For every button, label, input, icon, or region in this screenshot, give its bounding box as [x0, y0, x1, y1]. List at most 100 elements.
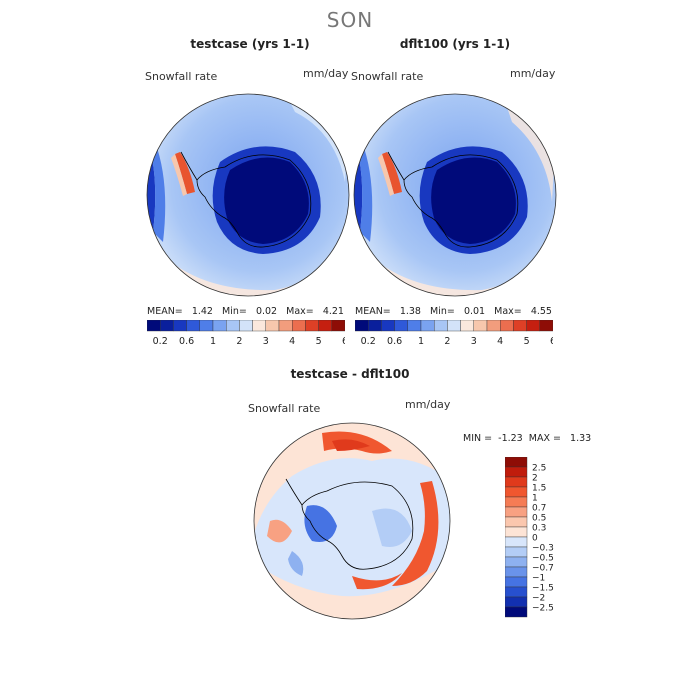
colorbar-swatch: [499, 320, 514, 332]
diff-panel-variable-label: Snowfall rate: [248, 402, 321, 415]
panel-1-stats: MEAN= 1.42 Min= 0.02 Max= 4.21: [147, 306, 344, 317]
colorbar-swatch: [505, 486, 528, 498]
colorbar-tick-label: 6: [342, 336, 345, 347]
colorbar-swatch: [505, 526, 528, 538]
colorbar-tick-label: 0.6: [387, 336, 402, 347]
colorbar-tick-label: 5: [524, 336, 530, 347]
colorbar-tick-label: 1: [210, 336, 216, 347]
colorbar-swatch: [212, 320, 227, 332]
colorbar-swatch: [291, 320, 306, 332]
colorbar-swatch: [473, 320, 488, 332]
panel-2-title: dflt100 (yrs 1-1): [399, 37, 511, 51]
colorbar-swatch: [505, 536, 528, 548]
colorbar-tick-label: 2.5: [532, 464, 546, 474]
colorbar-tick-label: 0.2: [361, 336, 376, 347]
colorbar-swatch: [505, 606, 528, 618]
colorbar-swatch: [278, 320, 293, 332]
colorbar-swatch: [460, 320, 474, 332]
colorbar-swatch: [513, 320, 527, 332]
colorbar-swatch: [505, 566, 528, 578]
colorbar-tick-label: 2: [236, 336, 242, 347]
colorbar-swatch: [394, 320, 408, 332]
colorbar-swatch: [505, 576, 528, 588]
colorbar-tick-label: 2: [532, 474, 538, 484]
panel-1-title: testcase (yrs 1-1): [190, 37, 310, 51]
panel-2-colorbar: 0.2 0.6 1 2 3 4 5 6: [355, 320, 553, 347]
colorbar-swatch: [447, 320, 461, 332]
colorbar-tick-label: −1.5: [532, 584, 554, 594]
antarctic-coastline: [403, 154, 519, 248]
colorbar-swatch: [486, 320, 501, 332]
colorbar-swatch: [331, 320, 345, 332]
colorbar-tick-label: −1: [532, 574, 545, 584]
panel-1-units-label: mm/day: [303, 67, 349, 80]
colorbar-swatch: [305, 320, 319, 332]
colorbar-swatch: [539, 320, 553, 332]
map-boundary: [353, 93, 557, 297]
colorbar-tick-label: −0.3: [532, 544, 554, 554]
colorbar-swatch: [420, 320, 435, 332]
panel-2-units-label: mm/day: [510, 67, 556, 80]
colorbar-swatch: [265, 320, 280, 332]
colorbar-swatch: [505, 466, 528, 478]
colorbar-swatch: [381, 320, 395, 332]
colorbar-tick-label: 0.6: [179, 336, 194, 347]
colorbar-tick-label: 1: [532, 494, 538, 504]
colorbar-tick-label: 0.3: [532, 524, 546, 534]
colorbar-swatch: [433, 320, 448, 332]
antarctic-coastline: [301, 481, 414, 570]
diff-panel-map: [253, 422, 451, 620]
colorbar-tick-label: 5: [316, 336, 322, 347]
colorbar-swatch: [526, 320, 541, 332]
colorbar-swatch: [505, 586, 528, 598]
colorbar-tick-label: 0.5: [532, 514, 546, 524]
colorbar-tick-label: 0.7: [532, 504, 546, 514]
colorbar-swatch: [252, 320, 266, 332]
colorbar-tick-label: 3: [471, 336, 477, 347]
colorbar-tick-label: 4: [497, 336, 503, 347]
colorbar-swatch: [407, 320, 422, 332]
panel-2-variable-label: Snowfall rate: [351, 70, 424, 83]
colorbar-tick-label: −0.7: [532, 564, 554, 574]
colorbar-tick-label: −0.5: [532, 554, 554, 564]
diff-colorbar: 2.521.510.70.50.30−0.3−0.5−0.7−1−1.5−2−2…: [505, 457, 554, 618]
diff-panel-title: testcase - dflt100: [290, 367, 410, 381]
colorbar-swatch: [199, 320, 214, 332]
colorbar-swatch: [505, 516, 528, 528]
colorbar-swatch: [505, 496, 528, 508]
colorbar-tick-label: 4: [289, 336, 295, 347]
colorbar-tick-label: 0: [532, 534, 538, 544]
colorbar-swatch: [186, 320, 200, 332]
colorbar-tick-label: 6: [550, 336, 553, 347]
colorbar-swatch: [505, 556, 528, 568]
colorbar-swatch: [505, 476, 528, 488]
colorbar-swatch: [367, 320, 382, 332]
colorbar-swatch: [505, 457, 528, 468]
colorbar-swatch: [318, 320, 333, 332]
panel-1-colorbar: 0.2 0.6 1 2 3 4 5 6: [147, 320, 345, 347]
colorbar-tick-label: 0.2: [153, 336, 168, 347]
antarctic-coastline: [196, 154, 312, 248]
colorbar-tick-label: 1: [418, 336, 424, 347]
colorbar-tick-label: −2: [532, 594, 545, 604]
map-boundary: [146, 93, 350, 297]
diff-panel-units-label: mm/day: [405, 398, 451, 411]
colorbar-swatch: [355, 320, 369, 332]
colorbar-swatch: [505, 506, 528, 518]
panel-2-stats: MEAN= 1.38 Min= 0.01 Max= 4.55: [355, 306, 552, 317]
diff-panel-stats: MIN = -1.23 MAX = 1.33: [463, 433, 592, 444]
colorbar-swatch: [505, 596, 528, 608]
colorbar-tick-label: 3: [263, 336, 269, 347]
colorbar-swatch: [173, 320, 187, 332]
map-boundary: [253, 422, 451, 620]
page-title: SON: [326, 8, 374, 32]
colorbar-swatch: [225, 320, 240, 332]
colorbar-swatch: [239, 320, 253, 332]
panel-2-map: [353, 93, 557, 297]
colorbar-swatch: [505, 546, 528, 558]
panel-1-map: [146, 93, 350, 297]
panel-1-variable-label: Snowfall rate: [145, 70, 218, 83]
colorbar-swatch: [159, 320, 174, 332]
colorbar-tick-label: 1.5: [532, 484, 546, 494]
colorbar-tick-label: 2: [444, 336, 450, 347]
